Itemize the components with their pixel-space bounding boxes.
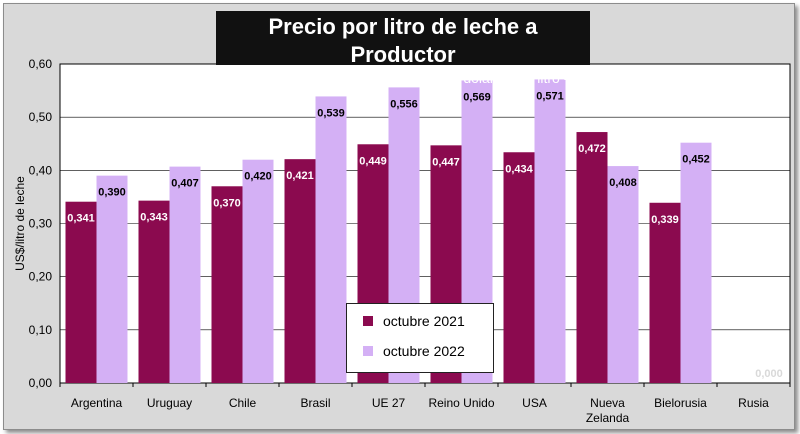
x-category-label: Chile	[229, 396, 257, 410]
data-label: 0,452	[682, 154, 710, 166]
data-label: 0,569	[463, 91, 491, 103]
bar-1-8	[649, 202, 681, 383]
data-label: 0,343	[140, 212, 168, 224]
y-tick-label: 0,50	[29, 110, 53, 124]
legend: octubre 2021 octubre 2022	[346, 303, 494, 373]
bar-2-3	[315, 96, 347, 383]
legend-swatch-series1	[363, 316, 373, 326]
data-label: 0,571	[536, 90, 564, 102]
x-category-label: Bielorusia	[654, 396, 707, 410]
bar-1-0	[65, 201, 97, 383]
x-category-label: Uruguay	[147, 396, 192, 410]
y-tick-label: 0,20	[29, 270, 53, 284]
data-label: 0,390	[98, 187, 126, 199]
data-label: 0,370	[213, 197, 241, 209]
bar-2-8	[680, 142, 712, 383]
x-category-label: Rusia	[738, 396, 769, 410]
data-label: 0,539	[317, 107, 345, 119]
chart-frame: 0,00 0,10 0,20 0,30 0,40 0,50 0,60 US$/litro de…	[3, 3, 795, 430]
data-label: 0,556	[390, 98, 418, 110]
chart-subtitle: - Países/Bloques seleccionados, en dólar…	[237, 70, 569, 86]
data-label: 0,447	[432, 156, 460, 168]
bar-2-1	[169, 166, 201, 383]
x-category-label: Zelanda	[586, 411, 630, 425]
bar-1-1	[138, 200, 170, 383]
x-category-label: UE 27	[372, 396, 406, 410]
data-label: 0,339	[651, 214, 679, 226]
x-category-label: Nueva	[590, 396, 625, 410]
y-tick-label: 0,00	[29, 376, 53, 390]
chart-title: Precio por litro de leche a Productor	[268, 14, 538, 67]
x-category-label: Reino Unido	[428, 396, 494, 410]
legend-item-series1: octubre 2021	[363, 308, 493, 334]
data-label: 0,407	[171, 178, 199, 190]
bar-2-2	[242, 159, 274, 383]
x-category-label: Brasil	[300, 396, 330, 410]
data-label: 0,000	[755, 368, 783, 380]
bar-1-3	[284, 159, 316, 383]
y-tick-label: 0,10	[29, 323, 53, 337]
legend-item-series2: octubre 2022	[363, 338, 493, 364]
x-category-label: Argentina	[71, 396, 123, 410]
data-label: 0,421	[286, 170, 314, 182]
bar-1-7	[576, 132, 608, 383]
data-label: 0,420	[244, 171, 272, 183]
data-label: 0,408	[609, 177, 637, 189]
legend-label-series2: octubre 2022	[383, 343, 465, 359]
x-category-label: USA	[522, 396, 547, 410]
bar-2-7	[607, 166, 639, 383]
bar-1-2	[211, 186, 243, 383]
data-label: 0,472	[578, 143, 606, 155]
y-tick-label: 0,30	[29, 217, 53, 231]
bar-2-0	[96, 175, 128, 383]
legend-label-series1: octubre 2021	[383, 313, 465, 329]
y-tick-label: 0,60	[29, 57, 53, 71]
data-label: 0,449	[359, 155, 387, 167]
bar-1-6	[503, 152, 535, 383]
y-axis-title: US$/litro de leche	[13, 176, 27, 271]
title-banner: Precio por litro de leche a Productor - …	[216, 11, 590, 86]
data-label: 0,434	[505, 163, 533, 175]
y-tick-label: 0,40	[29, 163, 53, 177]
data-label: 0,341	[67, 213, 95, 225]
legend-swatch-series2	[363, 346, 373, 356]
bar-2-6	[534, 79, 566, 383]
